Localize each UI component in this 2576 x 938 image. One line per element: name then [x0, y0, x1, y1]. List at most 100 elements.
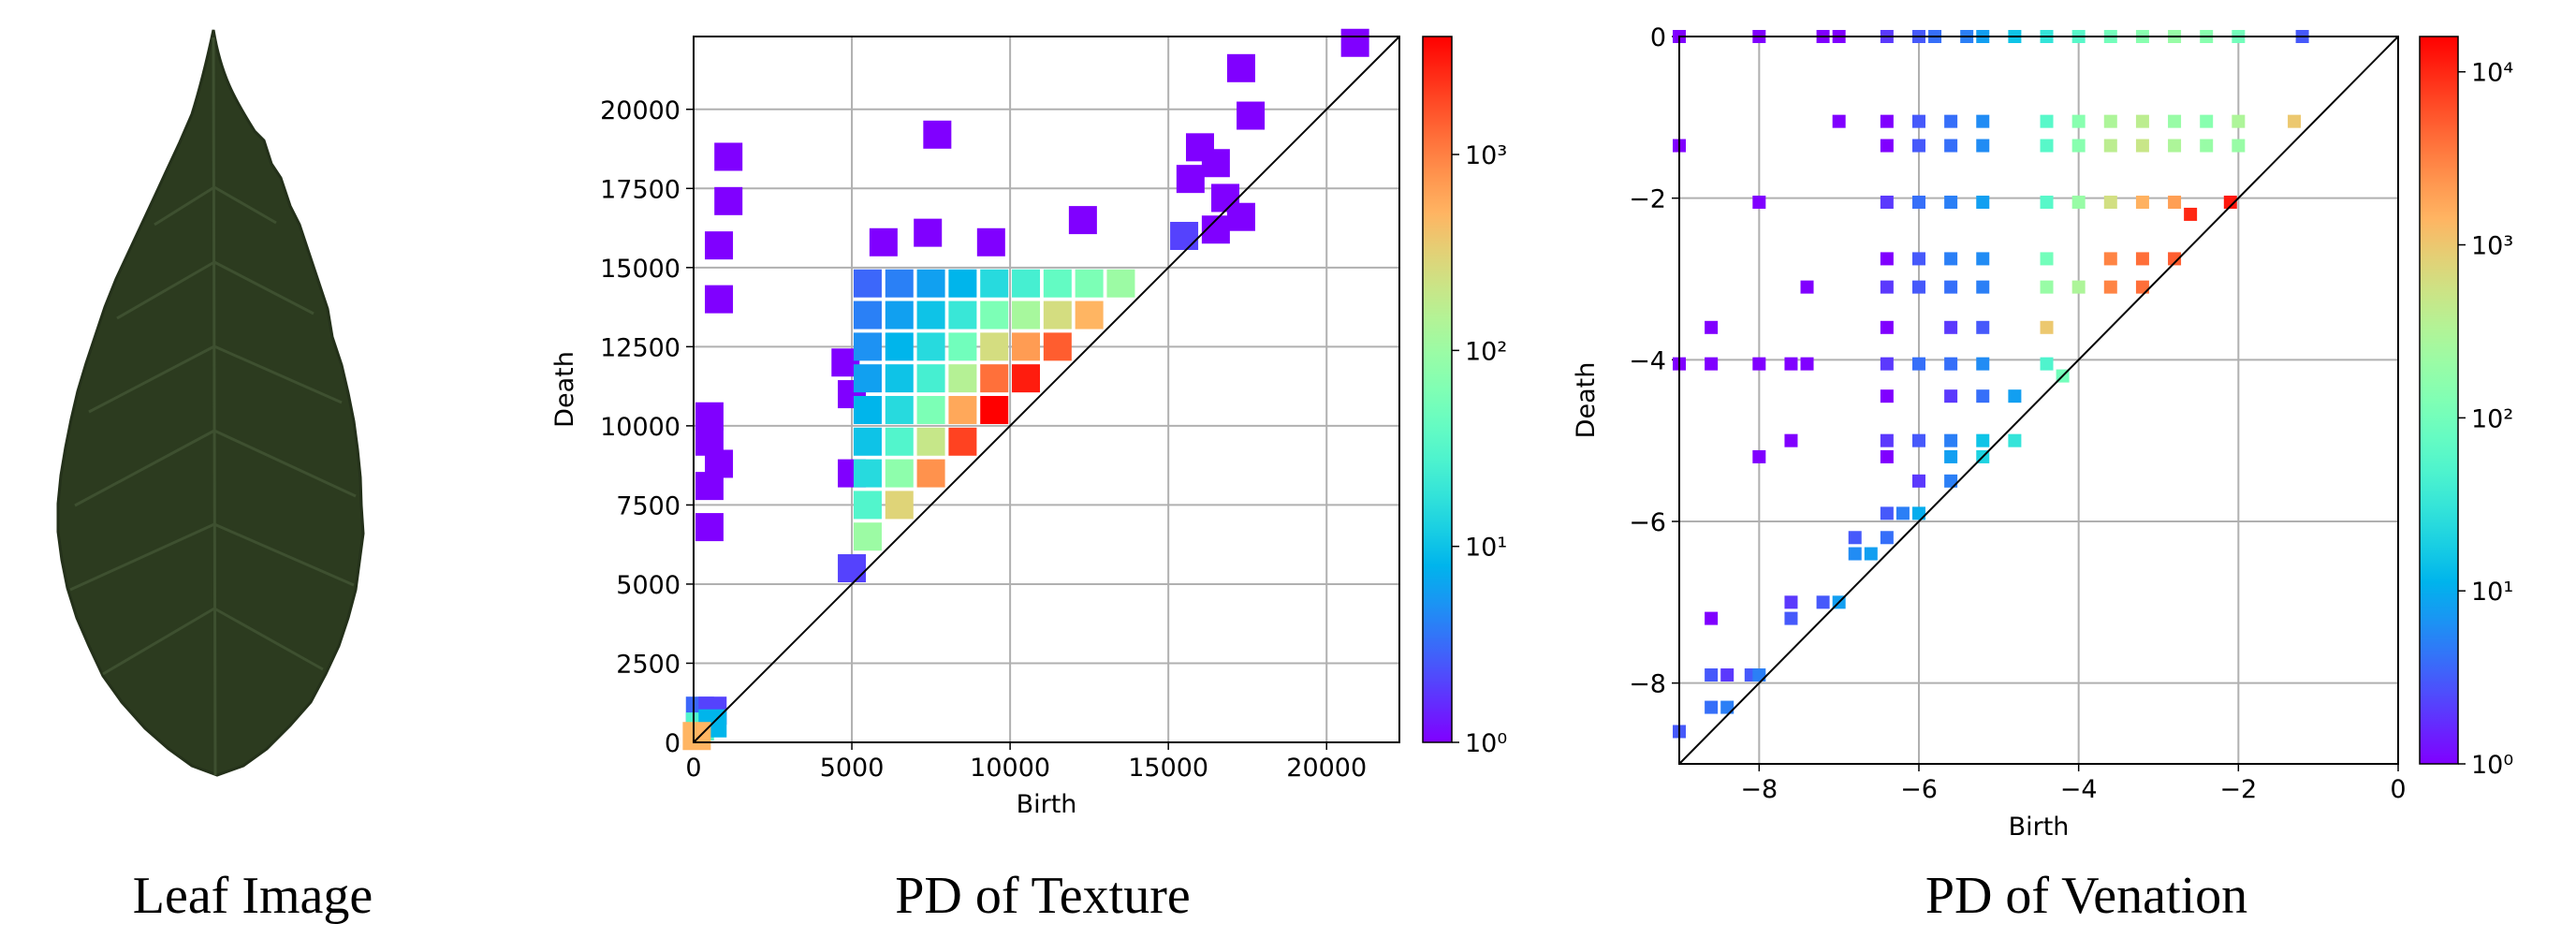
- hist-cell: [2008, 389, 2022, 403]
- x-tick-label: 0: [685, 754, 701, 783]
- hist-cell: [1880, 320, 1894, 334]
- hist-cell: [2135, 139, 2149, 153]
- hist-cell: [2103, 139, 2117, 153]
- hist-cell: [1237, 101, 1266, 130]
- hist-cell: [2168, 252, 2182, 266]
- hist-cell: [2232, 114, 2246, 128]
- caption: PD of Venation: [1925, 867, 2247, 925]
- y-axis-label: Death: [550, 351, 579, 428]
- hist-cell: [2103, 114, 2117, 128]
- plot: −8 −6 −4 −2 0 0 −2 −4 −6 −8 Birth Death 10⁰ 10¹ 10² 10³…: [1572, 23, 2513, 842]
- hist-cell: [1752, 195, 1766, 209]
- hist-cell: [1720, 700, 1734, 714]
- hist-cell: [914, 218, 943, 247]
- x-axis-label: Birth: [2009, 813, 2070, 842]
- hist-cell: [1880, 252, 1894, 266]
- hist-cell: [1944, 433, 1958, 447]
- hist-cell: [2040, 252, 2054, 266]
- leaf-veins: [69, 37, 357, 776]
- hist-cell: [2135, 195, 2149, 209]
- hist-cell: [1176, 165, 1205, 194]
- hist-cell: [2135, 114, 2149, 128]
- y-tick-label: 0: [665, 729, 681, 758]
- hist-cell: [2135, 252, 2149, 266]
- colorbar: [1422, 36, 1453, 743]
- colorbar-tick-label: 10²: [2471, 404, 2513, 433]
- y-tick-label: 0: [1650, 23, 1666, 52]
- hist-cell: [1068, 206, 1097, 235]
- hist-cell: [1800, 357, 1814, 371]
- hist-cell: [1880, 506, 1894, 520]
- hist-cell: [948, 269, 977, 298]
- colorbar: [2419, 36, 2459, 765]
- hist-cell: [1976, 252, 1990, 266]
- x-tick-label: 20000: [1286, 754, 1367, 783]
- plot: 0 5000 10000 15000 20000 0 2500 5000 7500 10000 12…: [550, 28, 1507, 819]
- hist-cell: [1340, 28, 1369, 57]
- hist-cell: [1944, 474, 1958, 488]
- hist-cell: [1944, 320, 1958, 334]
- hist-cell: [948, 300, 977, 330]
- hist-cell: [923, 120, 952, 149]
- hist-cell: [2071, 139, 2086, 153]
- caption: PD of Texture: [895, 867, 1190, 925]
- hist-cell: [1705, 611, 1719, 625]
- hist-cell: [1880, 449, 1894, 463]
- hist-cell: [2071, 114, 2086, 128]
- hist-cell: [1784, 433, 1798, 447]
- hist-cell: [1201, 149, 1230, 178]
- hist-cell: [1944, 357, 1958, 371]
- hist-cell: [1848, 547, 1862, 561]
- hist-cell: [1880, 389, 1894, 403]
- hist-cell: [705, 285, 734, 314]
- hist-cell: [1880, 531, 1894, 545]
- hist-cell: [948, 332, 977, 361]
- hist-cell: [2200, 139, 2214, 153]
- hist-cell: [1912, 114, 1925, 128]
- hist-cell: [1976, 280, 1990, 294]
- hist-cell: [2135, 280, 2149, 294]
- hist-cell: [980, 300, 1009, 330]
- caption: Leaf Image: [133, 867, 373, 925]
- hist-cell: [916, 427, 945, 456]
- hist-cell: [980, 395, 1009, 424]
- hist-cell: [2103, 195, 2117, 209]
- x-tick-label: 5000: [820, 754, 885, 783]
- hist-cell: [1880, 139, 1894, 153]
- hist-cell: [853, 395, 882, 424]
- hist-cell: [1880, 280, 1894, 294]
- hist-cell: [695, 472, 724, 501]
- hist-cell: [916, 269, 945, 298]
- hist-cell: [695, 402, 724, 431]
- hist-cell: [885, 332, 914, 361]
- hist-cell: [1705, 320, 1719, 334]
- hist-cell: [1705, 668, 1719, 682]
- x-tick-label: 0: [2390, 775, 2406, 804]
- hist-cell: [2288, 114, 2302, 128]
- axes-frame: [1678, 36, 2399, 765]
- hist-cell: [1075, 300, 1104, 330]
- colorbar-tick-label: 10⁴: [2471, 59, 2513, 88]
- colorbar-tick-label: 10³: [2471, 232, 2513, 261]
- hist-cell: [1880, 114, 1894, 128]
- hist-cell: [1043, 332, 1072, 361]
- hist-cell: [1912, 280, 1925, 294]
- hist-cell: [1944, 280, 1958, 294]
- hist-cell: [1912, 357, 1925, 371]
- hist-cell: [1012, 332, 1041, 361]
- diagonal: [693, 36, 1400, 743]
- hist-cell: [885, 427, 914, 456]
- x-tick-label: −4: [2060, 775, 2098, 804]
- hist-cell: [1720, 668, 1734, 682]
- hist-cell: [838, 554, 867, 583]
- hist-cell: [1170, 222, 1199, 251]
- hist-cell: [2071, 280, 2086, 294]
- hist-cell: [1944, 389, 1958, 403]
- x-tick-label: 15000: [1128, 754, 1208, 783]
- hist-cell: [2223, 195, 2237, 209]
- hist-cell: [1012, 364, 1041, 393]
- hist-cell: [2232, 139, 2246, 153]
- y-axis-label: Death: [1572, 362, 1601, 439]
- hist-cell: [1075, 269, 1104, 298]
